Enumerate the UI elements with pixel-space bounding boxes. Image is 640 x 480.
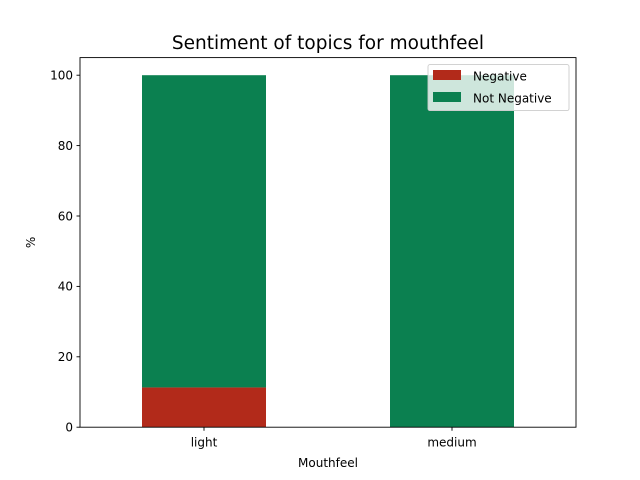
y-tick-label-100: 100 xyxy=(50,69,73,83)
y-tick-label-0: 0 xyxy=(65,421,73,435)
y-tick-label-40: 40 xyxy=(58,280,73,294)
legend-label-negative: Negative xyxy=(473,70,527,84)
legend: Negative Not Negative xyxy=(427,64,570,112)
legend-swatch-not-negative xyxy=(433,92,461,102)
x-tick-label-medium: medium xyxy=(427,436,476,450)
y-tick-label-80: 80 xyxy=(58,139,73,153)
legend-swatch-negative xyxy=(433,70,461,80)
y-axis: 0 20 40 60 80 100 xyxy=(50,69,80,435)
x-axis: light medium xyxy=(191,427,477,450)
x-tick-label-light: light xyxy=(191,436,218,450)
x-axis-label: Mouthfeel xyxy=(298,456,358,470)
bar-light-not-negative xyxy=(142,75,266,388)
legend-frame xyxy=(427,64,570,112)
plot-frame xyxy=(79,57,577,428)
y-tick-label-60: 60 xyxy=(58,209,73,223)
bar-light-negative xyxy=(142,387,266,428)
bars-group xyxy=(142,75,514,428)
y-tick-label-20: 20 xyxy=(58,350,73,364)
chart-title: Sentiment of topics for mouthfeel xyxy=(172,33,484,54)
bar-medium-not-negative xyxy=(390,75,514,428)
legend-label-not-negative: Not Negative xyxy=(473,92,552,106)
y-axis-label: % xyxy=(24,237,38,248)
